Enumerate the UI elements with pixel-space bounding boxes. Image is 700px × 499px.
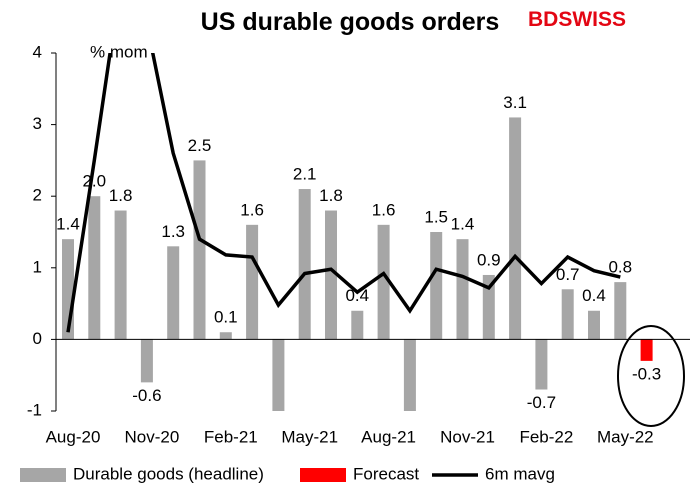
x-tick-label: May-21 [281,427,338,446]
plot-area [62,53,653,411]
data-label: 1.6 [240,200,264,219]
bar [351,310,364,340]
x-tick-label: Aug-21 [361,427,416,446]
y-tick-label: 4 [33,42,42,61]
bar [193,160,206,340]
bar [114,210,127,340]
x-tick-label: Nov-21 [440,427,495,446]
data-label: 0.8 [608,258,632,277]
data-label: 1.3 [161,222,185,241]
bar [588,310,600,340]
legend-swatch [300,468,346,482]
bar [430,232,443,340]
data-label: 1.4 [56,215,80,234]
bar [219,332,232,340]
data-label: 1.5 [424,207,448,226]
bar [403,339,416,411]
data-label: 2.5 [188,136,212,155]
bar [377,224,390,340]
legend-label: Forecast [353,464,419,483]
data-label: 0.4 [345,286,369,305]
data-label: 0.4 [582,286,606,305]
data-label: -0.6 [132,386,161,405]
brand-logo: BDSWISS [528,8,627,31]
legend-swatch [20,468,66,482]
legend-label: 6m mavg [485,464,555,483]
bar [298,189,311,340]
bar [640,339,653,361]
x-tick-label: Nov-20 [124,427,179,446]
chart-title: US durable goods orders [200,8,500,36]
bar [272,339,285,411]
bar [509,117,522,340]
data-label: 2.0 [82,172,106,191]
bar [140,339,153,383]
x-tick-label: May-22 [597,427,654,446]
data-label: 1.8 [109,186,133,205]
y-tick-label: 1 [33,257,42,276]
bar [325,210,337,340]
data-label: 3.1 [503,93,527,112]
y-tick-label: 3 [33,114,42,133]
data-label: 1.4 [451,215,475,234]
forecast-highlight [617,325,685,427]
bar [614,282,627,340]
data-label: 0.9 [477,250,501,269]
data-label: -0.3 [632,364,661,383]
bar [456,239,469,340]
data-label: 1.8 [319,186,343,205]
y-unit-label: % mom [90,42,148,61]
y-tick-label: -1 [27,400,42,419]
line-series [66,53,621,333]
bar [535,339,548,390]
bar [167,246,180,340]
data-label: 0.7 [556,265,580,284]
bar [482,274,495,340]
data-label: 1.6 [372,200,396,219]
data-label: 2.1 [293,165,317,184]
x-tick-label: Feb-21 [204,427,258,446]
data-label: -0.7 [527,393,556,412]
y-tick-label: 0 [33,329,42,348]
bar [88,196,101,340]
x-tick-label: Feb-22 [519,427,573,446]
bar [246,224,259,340]
y-tick-label: 2 [33,186,42,205]
legend-label: Durable goods (headline) [73,464,264,483]
bar [561,289,574,340]
x-tick-label: Aug-20 [46,427,101,446]
data-label: 0.1 [214,308,238,327]
